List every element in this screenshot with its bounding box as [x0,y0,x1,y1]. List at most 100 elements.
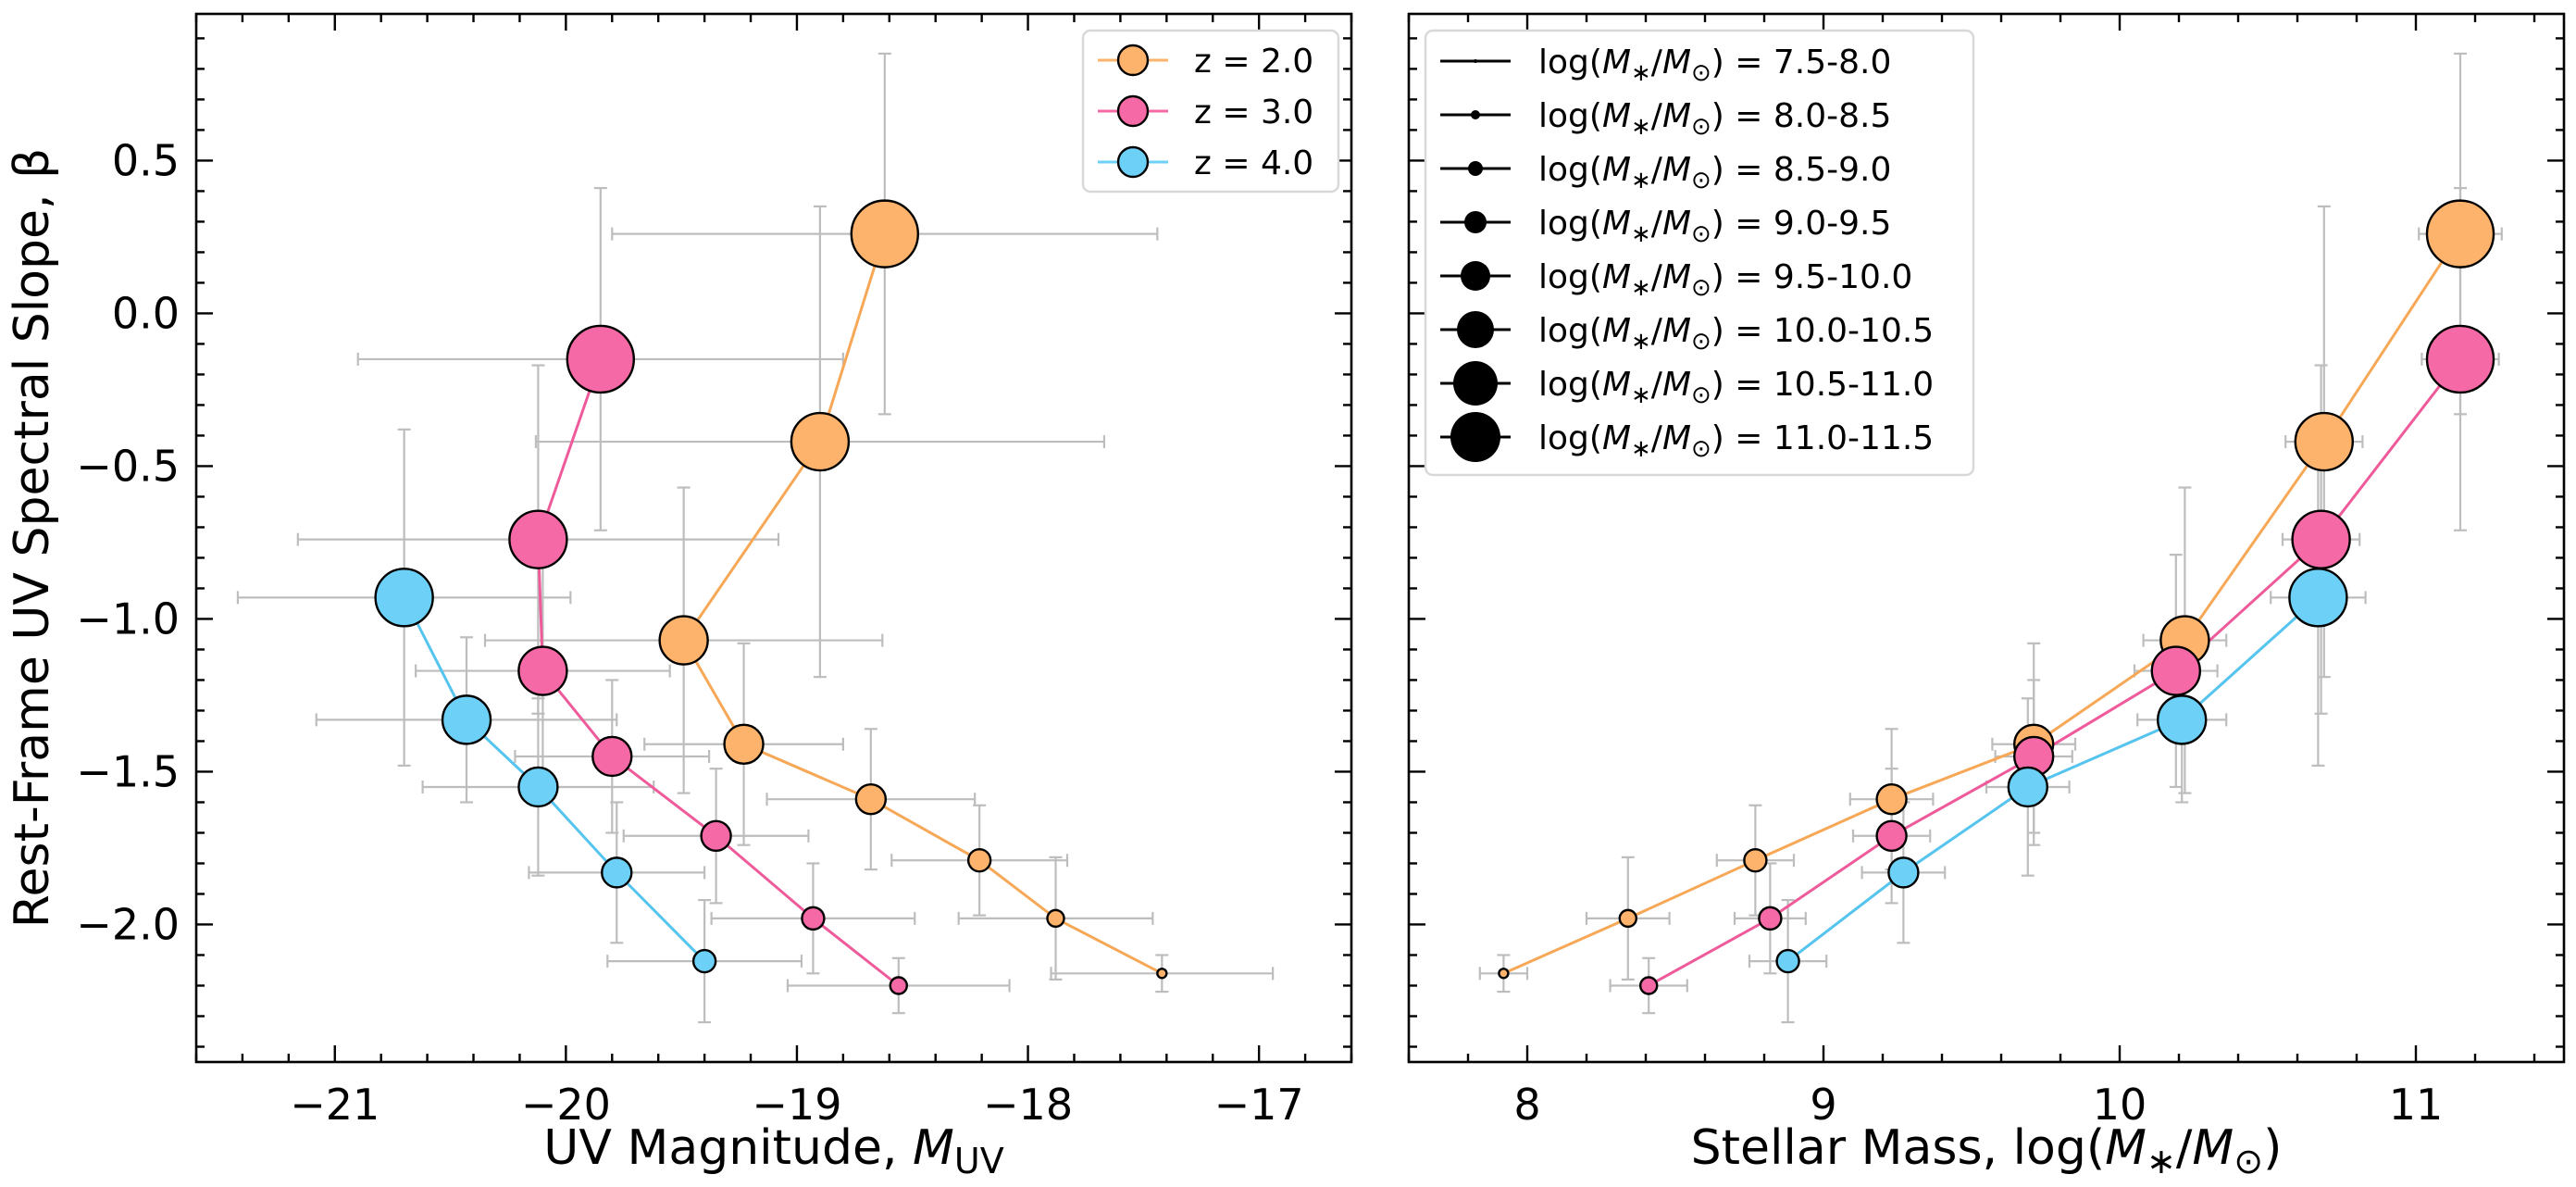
legend-label-symbol-2: M [1662,258,1691,296]
legend-label-prefix: log( [1538,258,1602,296]
legend-label-symbol: M [1602,366,1631,404]
legend-label: log(M∗/M⊙) = 8.5-9.0 [1538,151,1891,194]
legend-label-symbol-2: M [1662,366,1691,404]
legend-label-symbol-2: M [1662,205,1691,243]
legend-label-subscript: ∗ [1631,167,1651,194]
legend-label-prefix: log( [1538,419,1602,457]
data-point-z-3-0 [2291,509,2351,569]
series-line-z-2-0 [681,233,1164,975]
data-point-z-2-0 [1156,968,1168,980]
plot-area [1478,52,2503,1024]
y-tick-label: 0.0 [112,288,180,338]
legend-label-slash: / [1651,366,1663,404]
legend-label-symbol: M [1602,97,1631,135]
data-point-z-4-0 [441,694,492,745]
x-tick-label: 9 [1810,1080,1836,1130]
y-tick-label: 0.5 [112,135,180,185]
legend-redshift: z = 2.0 z = 3.0 z = 4.0 [1081,29,1340,194]
data-point-z-3-0 [889,976,908,995]
legend-label-prefix: log( [1538,205,1602,243]
legend-label: z = 4.0 [1194,144,1313,182]
axes-frame [1407,12,2566,1064]
data-point-z-2-0 [854,782,888,816]
data-point-z-2-0 [658,615,709,666]
legend-box [1424,29,1975,477]
x-axis-label-subscript: ∗ [2147,1141,2176,1181]
legend-size-marker [1468,161,1483,176]
data-point-z-2-0 [966,847,992,873]
legend-label-symbol-2: M [1662,97,1691,135]
x-axis-label-symbol: M [913,1120,954,1176]
data-point-z-2-0 [850,199,920,269]
legend-label: log(M∗/M⊙) = 11.0-11.5 [1538,419,1934,463]
legend-size-marker [1461,261,1490,291]
legend-box [1081,29,1340,194]
data-point-z-3-0 [517,645,568,696]
axes-frame [194,12,1353,1064]
legend-label-slash: / [1651,44,1663,81]
data-point-z-4-0 [601,856,633,889]
legend-label-symbol: M [1602,419,1631,457]
legend-label-symbol: M [1602,44,1631,81]
x-axis-label: Stellar Mass, log(M∗/M⊙) [1691,1120,2283,1181]
x-axis-label-symbol-2: M [2192,1120,2234,1176]
legend-label-subscript-2: ⊙ [1691,435,1711,463]
data-point-z-3-0 [1638,976,1659,995]
x-tick-label: −18 [983,1080,1073,1130]
x-tick-label: −19 [752,1080,841,1130]
legend-label-subscript: ∗ [1631,435,1651,463]
legend-label-slash: / [1651,419,1663,457]
data-point-z-3-0 [591,735,633,778]
legend-label: log(M∗/M⊙) = 10.5-11.0 [1538,366,1934,409]
legend-label-subscript-2: ⊙ [1691,381,1711,409]
x-tick-label: −21 [290,1080,380,1130]
legend-label-subscript-2: ⊙ [1691,274,1711,302]
legend-label-subscript-2: ⊙ [1691,167,1711,194]
data-point-z-3-0 [700,819,732,852]
data-point-z-3-0 [801,906,826,931]
legend-size-marker [1453,361,1498,406]
legend-label-symbol: M [1602,312,1631,350]
legend-label-range: ) = 10.5-11.0 [1711,366,1934,404]
axis-ticks [1407,14,2564,1062]
legend-label: log(M∗/M⊙) = 8.0-8.5 [1538,97,1891,141]
legend-label-symbol-2: M [1662,44,1691,81]
legend-label-range: ) = 8.5-9.0 [1711,151,1892,189]
data-point-z-4-0 [1775,948,1800,974]
legend-label-symbol-2: M [1662,312,1691,350]
x-tick-label: 11 [2389,1080,2444,1130]
y-tick-label: −2.0 [76,899,180,949]
legend-label-subscript-2: ⊙ [1691,220,1711,248]
y-axis-label: Rest-Frame UV Spectral Slope, β [5,148,60,928]
legend-size-marker [1457,311,1494,348]
x-axis-label-subscript-2: ⊙ [2234,1141,2263,1181]
legend-label-slash: / [1651,151,1663,189]
legend-label-subscript: ∗ [1631,220,1651,248]
legend-label: z = 3.0 [1194,94,1313,131]
data-point-z-2-0 [790,411,851,472]
data-point-z-4-0 [691,948,717,974]
data-point-z-3-0 [1875,819,1908,852]
legend-label: log(M∗/M⊙) = 10.0-10.5 [1538,312,1934,356]
legend-label-subscript-2: ⊙ [1691,59,1711,87]
x-tick-label: 8 [1513,1080,1540,1130]
legend-size-marker [1471,110,1480,119]
y-tick-label: −1.0 [76,594,180,643]
data-point-z-4-0 [2156,694,2208,745]
series-line-z-2-0 [1502,232,2462,975]
data-point-z-4-0 [517,766,559,808]
data-point-z-4-0 [374,568,434,628]
data-point-z-3-0 [2425,324,2495,394]
data-point-z-2-0 [1743,847,1768,873]
x-axis-label-slash: / [2176,1120,2193,1176]
legend-label-symbol: M [1602,151,1631,189]
legend-size-marker [1450,412,1500,462]
x-tick-label: 10 [2093,1080,2147,1130]
data-point-z-3-0 [2150,645,2202,696]
legend-label-symbol-2: M [1662,419,1691,457]
legend-label-range: ) = 8.0-8.5 [1711,97,1892,135]
legend-label: z = 2.0 [1194,43,1313,81]
data-point-z-2-0 [1046,908,1065,929]
legend-label-subscript: ∗ [1631,59,1651,87]
